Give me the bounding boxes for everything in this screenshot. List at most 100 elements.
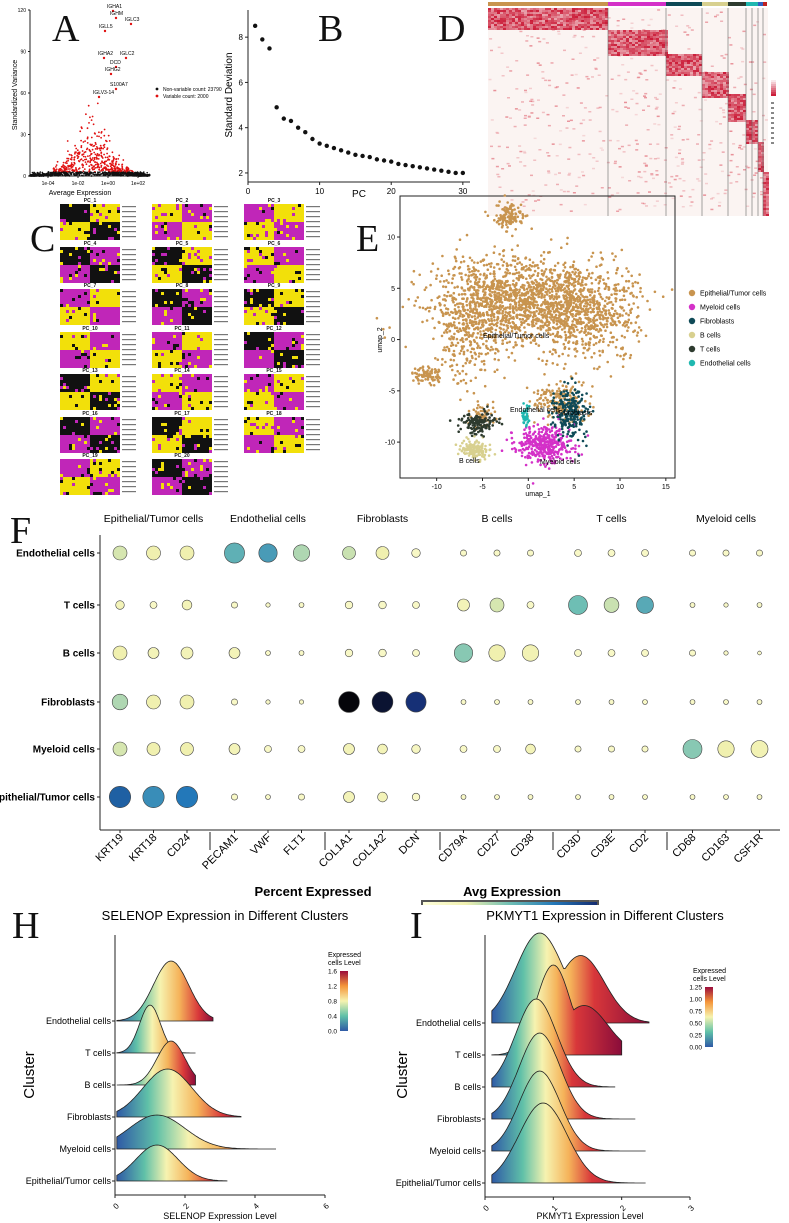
f-gene-label: CSF1R [732,832,766,866]
i-row-label: Fibroblasts [437,1114,482,1124]
f-dot [493,549,501,557]
f-dot [298,793,305,801]
pc-heatmap-12: PC_12 [244,326,334,368]
ridge-density [116,1068,242,1118]
f-dot [109,785,132,808]
pc-heatmap-16: PC_16 [60,411,150,453]
e-ytick: -5 [389,388,395,395]
f-dot [641,649,649,657]
i-xtick: 2 [618,1203,628,1213]
f-dot [371,691,394,713]
elbow-plot: 2 4 6 8 0 10 20 30 PC Standard Deviation [224,10,470,200]
e-ytick: 10 [387,235,395,242]
f-dot [405,691,427,713]
pc-heatmap-title: PC_9 [267,283,281,289]
f-legend-size-title: Percent Expressed [254,884,371,899]
panel-letter-h: H [12,905,40,947]
f-dot [375,546,390,560]
e-label-fibroblasts: Fibroblasts [558,410,593,417]
f-dot [142,785,165,808]
b-point [324,143,329,148]
e-ylabel: umap_2 [377,327,384,352]
pc-heatmap-1: PC_1 [60,198,150,240]
ridge-density [116,1114,276,1150]
f-group-title: Fibroblasts [357,513,408,525]
b-point [260,37,265,42]
a-legend-nonvariable: Non-variable count: 23790 [163,87,222,93]
f-dot [297,745,306,753]
a-xtick: 1e+00 [101,181,115,187]
b-point [403,162,408,168]
f-dot [115,600,125,610]
ridge-density [491,932,650,1024]
e-ytick: 5 [391,286,395,293]
f-dot [377,791,388,803]
pc-heatmap-title: PC_15 [266,368,282,374]
i-xtick: 0 [481,1203,491,1213]
h-legend-tick: 0.8 [328,999,337,1006]
e-legend-key [688,359,696,367]
b-point [360,153,365,159]
i-legend-tick: 0.00 [689,1045,702,1052]
f-dot [147,647,160,659]
e-label-bcells: B cells [459,458,480,465]
a-gene-annotation: IGHG2 [105,67,121,73]
pc-heatmap-8: PC_8 [152,283,242,325]
f-dot [489,597,505,613]
pc-heatmap-19: PC_19 [60,453,150,495]
b-point [431,167,437,172]
pc-heatmap-title: PC_3 [267,198,281,204]
i-legend-tick: 0.25 [689,1033,702,1040]
pc-heatmap-11: PC_11 [152,326,242,368]
f-dot [112,741,128,757]
b-point [281,116,287,121]
e-xlabel: umap_1 [525,491,550,498]
i-legend-tick: 0.75 [689,1009,702,1016]
f-dot [526,601,535,609]
f-dot [459,745,468,753]
f-gene-label: PECAM1 [200,832,240,872]
ridge-density [116,1144,228,1182]
f-dot [146,742,161,756]
b-point [353,152,358,158]
f-dot [265,650,271,656]
b-ytick: 8 [239,33,244,42]
e-legend-label: T cells [700,347,721,354]
pc-heatmap-grid: PC_1 PC_2 PC_3 PC_4 PC_5 PC_6 PC_7 PC_8 PC_9 PC_1… [60,198,360,498]
pc-heatmap-14: PC_14 [152,368,242,410]
f-group-title: Endothelial cells [230,513,306,525]
marker-dotplot: Epithelial/Tumor cells Endothelial cells F… [0,513,780,905]
pc-heatmap-18: PC_18 [244,411,334,453]
e-label-endothelial: Endothelial cells [510,407,561,414]
e-legend-label: Epithelial/Tumor cells [700,291,767,298]
f-row-label: Myeloid cells [33,745,96,756]
b-point [374,157,380,162]
f-dot [521,644,539,662]
b-point [424,166,430,171]
a-gene-annotation: IGLV3-14 [93,90,114,96]
b-point [381,158,387,163]
marker-heatmap [488,2,776,216]
h-legend-colorbar [340,971,348,1031]
h-legend-title: Expressed [328,952,361,959]
pc-heatmap-6: PC_6 [244,241,334,283]
f-gene-label: KRT18 [127,832,160,865]
a-legend-variable: Variable count: 2000 [163,94,209,100]
h-legend-tick: 1.2 [328,984,337,991]
f-dot [149,601,158,609]
f-dot [689,699,696,705]
h-row-label: B cells [84,1080,111,1090]
b-xtick: 30 [458,187,467,196]
pc-heatmap-13: PC_13 [60,368,150,410]
f-dot [750,740,769,758]
pc-heatmap-title: PC_8 [175,283,189,289]
e-legend-key [688,289,696,297]
f-dot [689,649,696,657]
f-dot [342,546,356,560]
b-point [317,141,322,146]
i-legend-tick: 1.00 [689,997,702,1004]
f-dot [722,549,730,557]
pc-heatmap-title: PC_18 [266,410,282,417]
h-row-label: T cells [85,1048,111,1058]
